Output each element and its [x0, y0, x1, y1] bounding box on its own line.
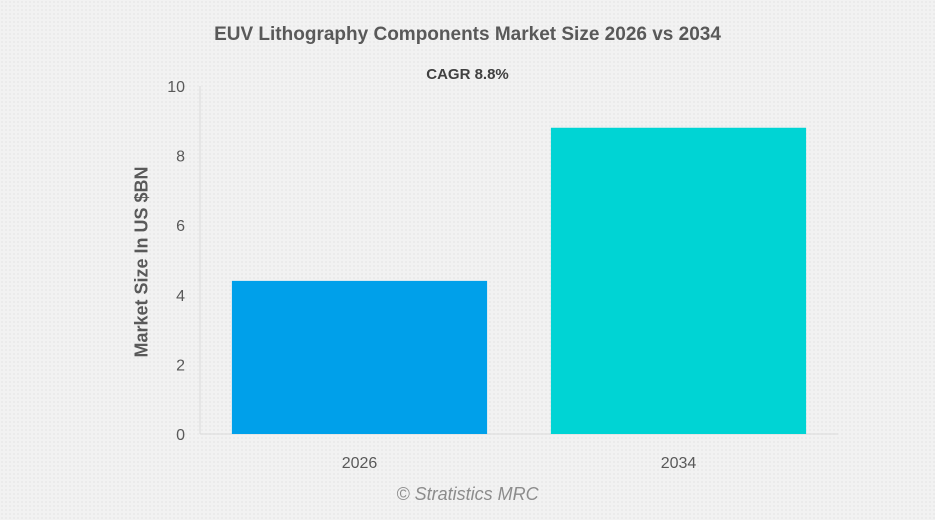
chart-title: EUV Lithography Components Market Size 2…	[214, 24, 721, 45]
bar-2026	[231, 280, 488, 434]
x-tick-label: 2034	[661, 455, 697, 472]
x-tick-label: 2026	[342, 455, 378, 472]
y-tick-label: 0	[176, 427, 185, 444]
y-tick-label: 4	[176, 288, 185, 305]
y-tick-label: 10	[167, 79, 185, 96]
y-tick-label: 8	[176, 149, 185, 166]
y-tick-label: 6	[176, 218, 185, 235]
bar-2034	[550, 127, 807, 434]
chart-subtitle: CAGR 8.8%	[426, 66, 509, 83]
watermark: © Stratistics MRC	[396, 484, 539, 504]
y-tick-label: 2	[176, 357, 185, 374]
